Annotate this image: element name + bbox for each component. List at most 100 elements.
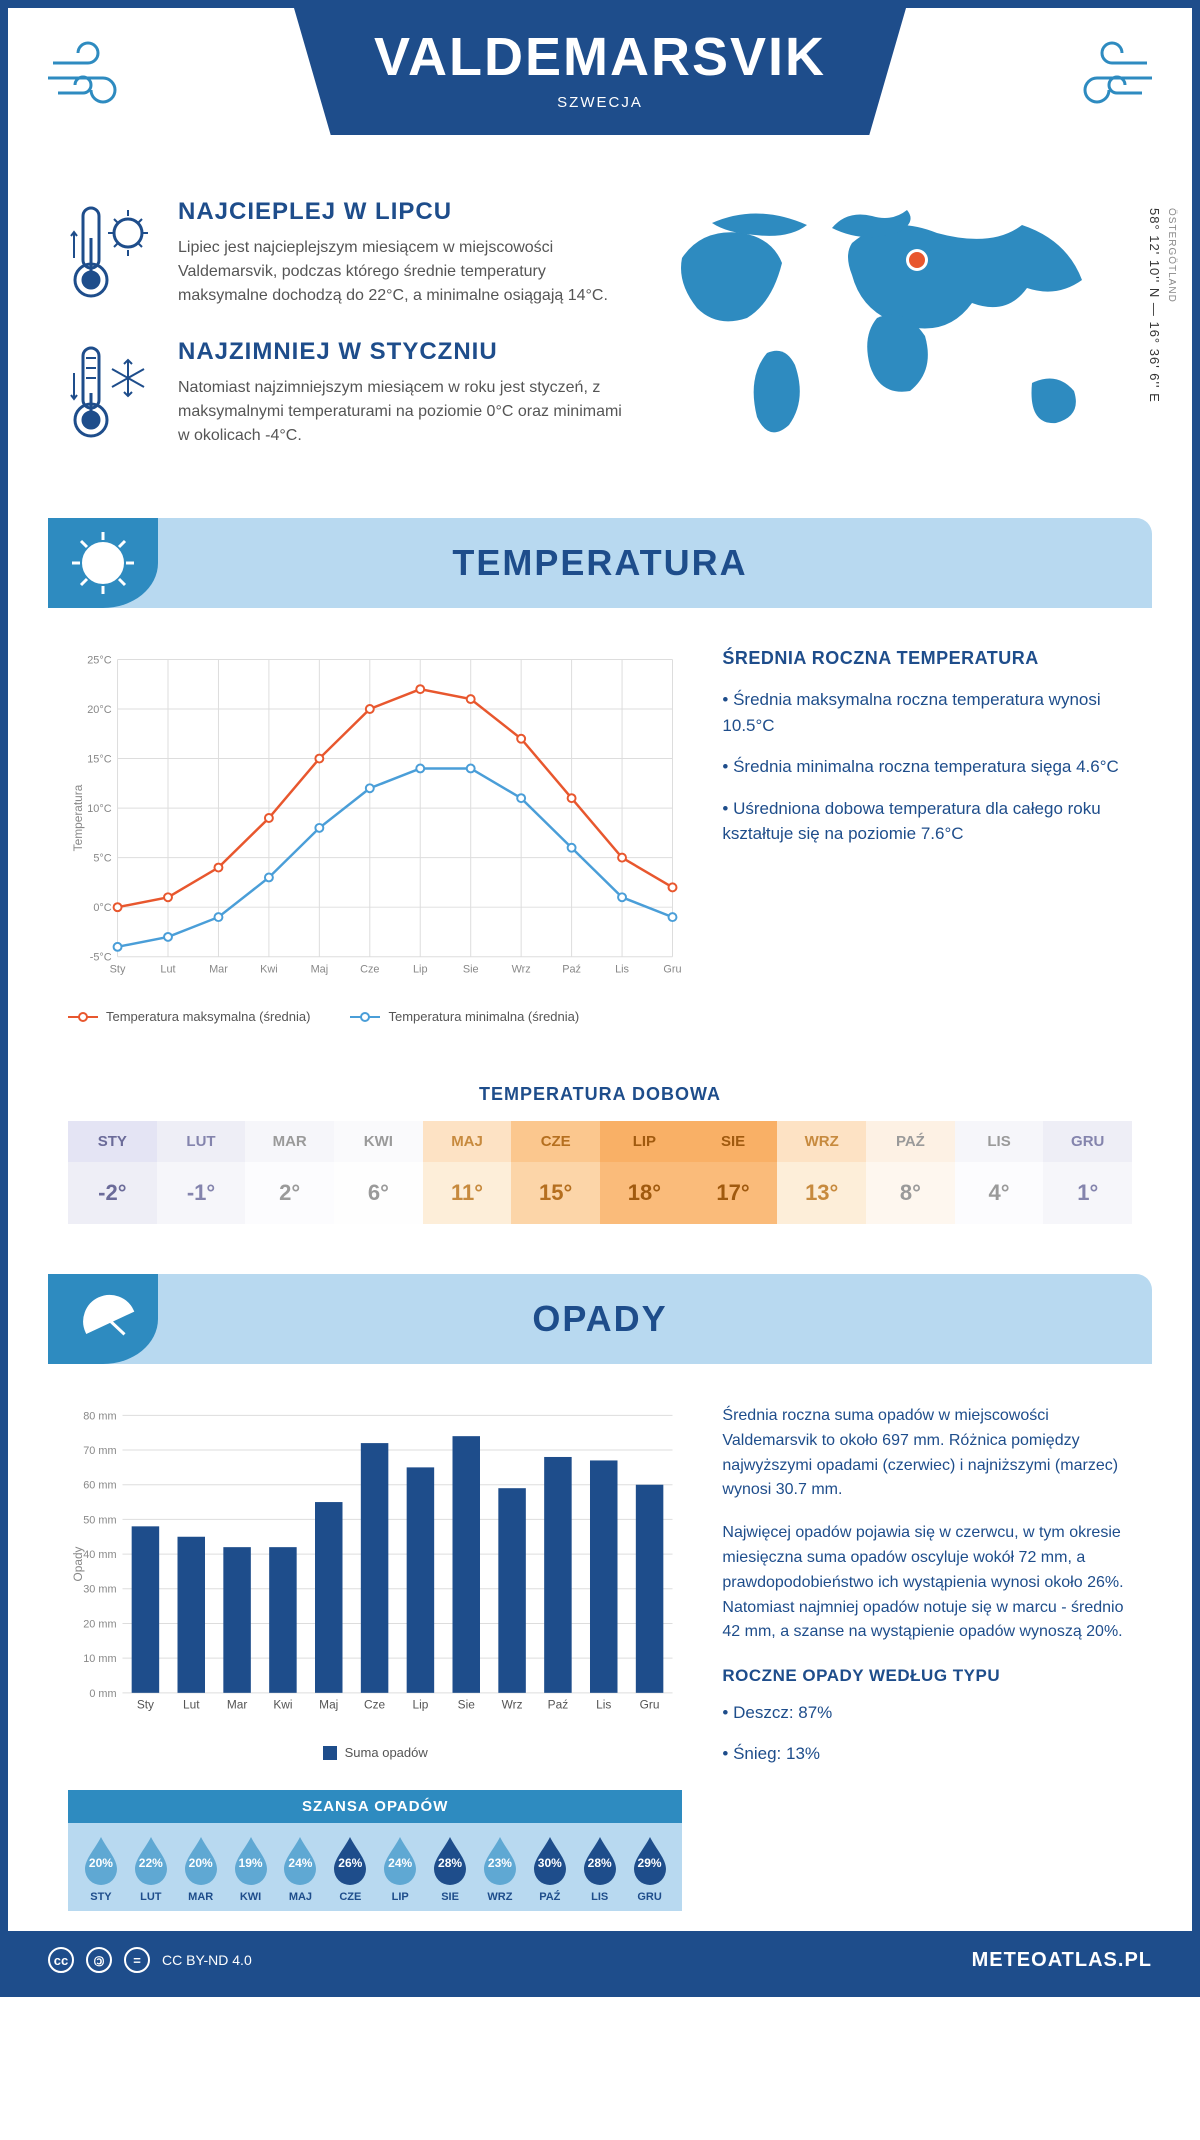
daily-col: LIS4°	[955, 1121, 1044, 1224]
wind-icon	[1062, 38, 1152, 120]
world-map-wrap: ÖSTERGÖTLAND 58° 12' 10'' N — 16° 36' 6'…	[652, 198, 1132, 478]
annual-temp-item: • Uśredniona dobowa temperatura dla całe…	[722, 796, 1132, 847]
svg-text:Maj: Maj	[319, 1698, 338, 1712]
daily-col: MAR2°	[245, 1121, 334, 1224]
daily-temp-table: STY-2°LUT-1°MAR2°KWI6°MAJ11°CZE15°LIP18°…	[68, 1121, 1132, 1224]
temperature-line-chart: -5°C0°C5°C10°C15°C20°C25°CStyLutMarKwiMa…	[68, 648, 682, 988]
svg-text:Lip: Lip	[413, 964, 428, 976]
section-header-precip: OPADY	[48, 1274, 1152, 1364]
precip-para-1: Średnia roczna suma opadów w miejscowośc…	[722, 1404, 1132, 1503]
footer-license: cc 🄯 = CC BY-ND 4.0	[48, 1947, 252, 1973]
raindrop-icon: 23%	[480, 1835, 520, 1885]
svg-text:Cze: Cze	[364, 1698, 386, 1712]
chance-col: 29%GRU	[625, 1835, 675, 1903]
precip-para-2: Najwięcej opadów pojawia się w czerwcu, …	[722, 1521, 1132, 1645]
svg-text:15°C: 15°C	[87, 754, 111, 766]
chance-col: 26%CZE	[325, 1835, 375, 1903]
raindrop-icon: 24%	[280, 1835, 320, 1885]
svg-text:Sty: Sty	[137, 1698, 154, 1712]
raindrop-icon: 28%	[580, 1835, 620, 1885]
svg-text:Temperatura: Temperatura	[71, 784, 85, 851]
license-text: CC BY-ND 4.0	[162, 1952, 252, 1968]
svg-text:Sie: Sie	[463, 964, 479, 976]
daily-temp-title: TEMPERATURA DOBOWA	[8, 1084, 1192, 1105]
svg-text:Wrz: Wrz	[512, 964, 531, 976]
precip-bytype-item: • Deszcz: 87%	[722, 1700, 1132, 1726]
thermometer-snowflake-icon	[68, 338, 158, 448]
svg-text:Wrz: Wrz	[502, 1698, 523, 1712]
annual-temp-title: ŚREDNIA ROCZNA TEMPERATURA	[722, 648, 1132, 669]
fact-hot-title: NAJCIEPLEJ W LIPCU	[178, 198, 622, 226]
fact-cold-title: NAJZIMNIEJ W STYCZNIU	[178, 338, 622, 366]
svg-text:Paź: Paź	[548, 1698, 569, 1712]
fact-cold-text: Natomiast najzimniejszym miesiącem w rok…	[178, 376, 622, 448]
chance-col: 28%LIS	[575, 1835, 625, 1903]
svg-text:0 mm: 0 mm	[89, 1688, 116, 1700]
raindrop-icon: 22%	[131, 1835, 171, 1885]
temperature-title: TEMPERATURA	[48, 542, 1152, 584]
temperature-info: ŚREDNIA ROCZNA TEMPERATURA • Średnia mak…	[722, 648, 1132, 1024]
daily-col: CZE15°	[511, 1121, 600, 1224]
wind-icon	[48, 38, 138, 120]
chance-col: 24%MAJ	[276, 1835, 326, 1903]
daily-col: STY-2°	[68, 1121, 157, 1224]
svg-text:40 mm: 40 mm	[83, 1549, 116, 1561]
raindrop-icon: 19%	[231, 1835, 271, 1885]
nd-icon: =	[124, 1947, 150, 1973]
daily-col: MAJ11°	[423, 1121, 512, 1224]
precip-bytype-item: • Śnieg: 13%	[722, 1741, 1132, 1767]
chance-col: 19%KWI	[226, 1835, 276, 1903]
precip-text: Średnia roczna suma opadów w miejscowośc…	[722, 1404, 1132, 1911]
chance-col: 20%MAR	[176, 1835, 226, 1903]
legend-item: Temperatura maksymalna (średnia)	[68, 1009, 310, 1024]
precip-bytype-title: ROCZNE OPADY WEDŁUG TYPU	[722, 1663, 1132, 1689]
city-title: VALDEMARSVIK	[374, 26, 826, 88]
raindrop-icon: 24%	[380, 1835, 420, 1885]
svg-text:30 mm: 30 mm	[83, 1584, 116, 1596]
svg-text:70 mm: 70 mm	[83, 1445, 116, 1457]
svg-text:20 mm: 20 mm	[83, 1618, 116, 1630]
svg-text:25°C: 25°C	[87, 654, 111, 666]
svg-text:80 mm: 80 mm	[83, 1410, 116, 1422]
legend-item: Temperatura minimalna (średnia)	[350, 1009, 579, 1024]
raindrop-icon: 28%	[430, 1835, 470, 1885]
chance-row: 20%STY22%LUT20%MAR19%KWI24%MAJ26%CZE24%L…	[68, 1823, 682, 1911]
precip-chance-panel: SZANSA OPADÓW 20%STY22%LUT20%MAR19%KWI24…	[68, 1790, 682, 1911]
chance-col: 22%LUT	[126, 1835, 176, 1903]
chance-col: 23%WRZ	[475, 1835, 525, 1903]
chance-col: 20%STY	[76, 1835, 126, 1903]
svg-text:60 mm: 60 mm	[83, 1480, 116, 1492]
svg-text:Gru: Gru	[640, 1698, 660, 1712]
svg-text:20°C: 20°C	[87, 704, 111, 716]
svg-text:Gru: Gru	[663, 964, 681, 976]
raindrop-icon: 29%	[630, 1835, 670, 1885]
svg-text:Kwi: Kwi	[260, 964, 278, 976]
svg-text:Sty: Sty	[110, 964, 126, 976]
sun-icon	[48, 518, 158, 608]
svg-text:Opady: Opady	[71, 1546, 85, 1581]
by-icon: 🄯	[86, 1947, 112, 1973]
svg-text:5°C: 5°C	[93, 853, 111, 865]
svg-text:-5°C: -5°C	[90, 952, 112, 964]
svg-text:Maj: Maj	[311, 964, 329, 976]
svg-text:Lis: Lis	[615, 964, 629, 976]
chance-col: 24%LIP	[375, 1835, 425, 1903]
svg-text:Kwi: Kwi	[273, 1698, 292, 1712]
svg-text:Mar: Mar	[227, 1698, 247, 1712]
precip-chart-wrap: 0 mm10 mm20 mm30 mm40 mm50 mm60 mm70 mm8…	[68, 1404, 682, 1911]
fact-coldest: NAJZIMNIEJ W STYCZNIU Natomiast najzimni…	[68, 338, 622, 448]
svg-text:10°C: 10°C	[87, 803, 111, 815]
fact-hottest: NAJCIEPLEJ W LIPCU Lipiec jest najcieple…	[68, 198, 622, 308]
raindrop-icon: 30%	[530, 1835, 570, 1885]
daily-col: KWI6°	[334, 1121, 423, 1224]
page: VALDEMARSVIK SZWECJA NAJCIEPLEJ W LIPCU …	[0, 0, 1200, 1997]
temperature-legend: Temperatura maksymalna (średnia) Temperat…	[68, 1009, 682, 1024]
daily-col: LIP18°	[600, 1121, 689, 1224]
title-banner: VALDEMARSVIK SZWECJA	[294, 8, 906, 135]
chance-title: SZANSA OPADÓW	[68, 1790, 682, 1823]
daily-col: GRU1°	[1043, 1121, 1132, 1224]
umbrella-icon	[48, 1274, 158, 1364]
cc-icon: cc	[48, 1947, 74, 1973]
raindrop-icon: 20%	[81, 1835, 121, 1885]
footer: cc 🄯 = CC BY-ND 4.0 METEOATLAS.PL	[8, 1931, 1192, 1989]
